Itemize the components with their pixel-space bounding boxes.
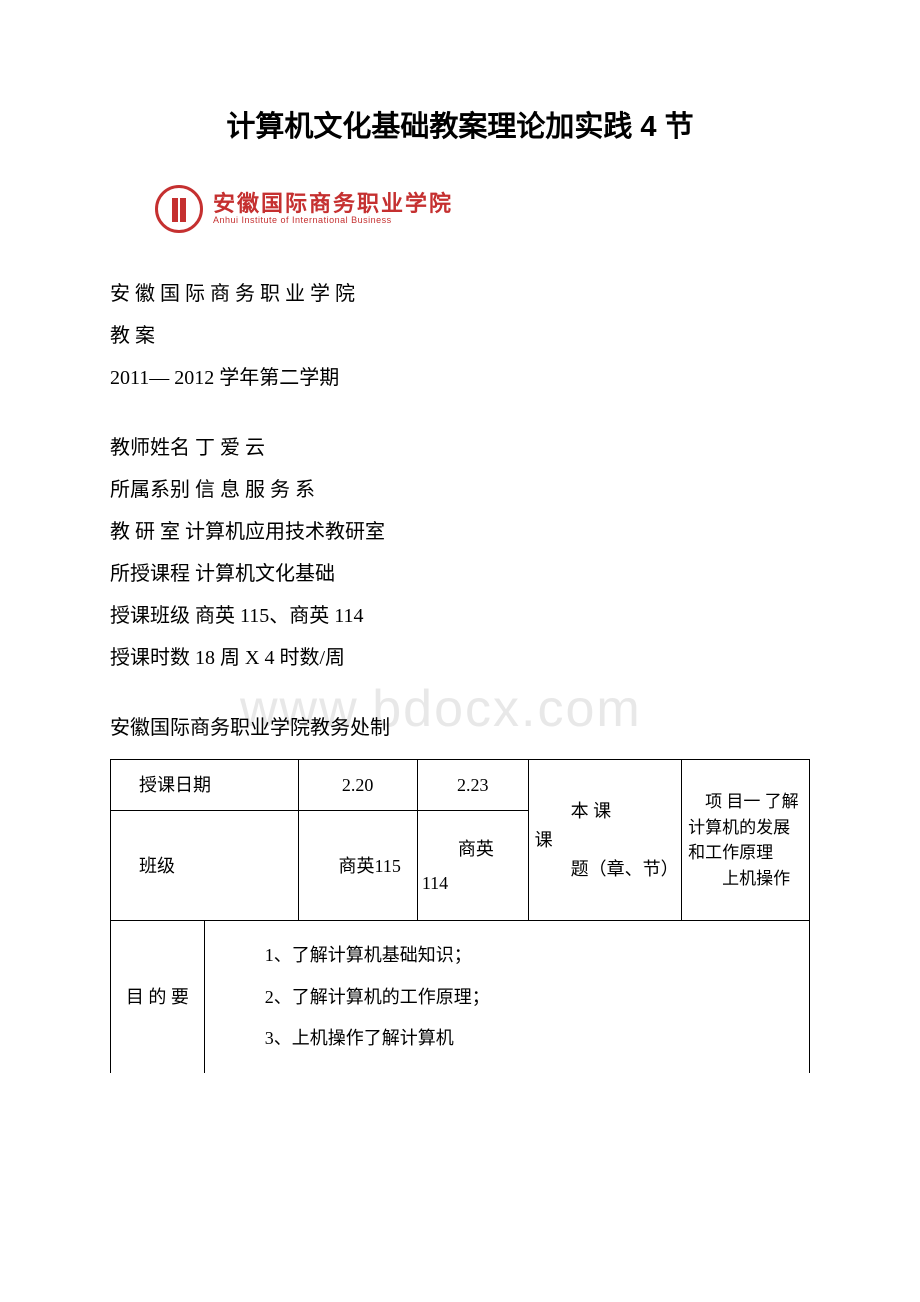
- cell-class-label: 班级: [111, 811, 299, 921]
- cell-objective-content: 1、了解计算机基础知识； 2、了解计算机的工作原理； 3、上机操作了解计算机: [204, 921, 809, 1074]
- logo-text-en: Anhui Institute of International Busines…: [213, 216, 453, 226]
- logo-mark: [155, 185, 203, 233]
- cell-date-label: 授课日期: [111, 760, 299, 811]
- cell-topic-label: 本 课 课 题（章、节）: [528, 760, 681, 921]
- course-row: 所授课程 计算机文化基础: [110, 553, 810, 595]
- teacher-value: 丁 爱 云: [195, 437, 265, 459]
- class-value: 商英 115、商英 114: [195, 605, 364, 627]
- class-row: 授课班级 商英 115、商英 114: [110, 595, 810, 637]
- cell-objective-label: 目 的 要: [111, 921, 205, 1074]
- class-label: 授课班级: [110, 605, 195, 627]
- teacher-label: 教师姓名: [110, 437, 195, 459]
- cell-date-2: 2.23: [417, 760, 528, 811]
- office-row: 教 研 室 计算机应用技术教研室: [110, 511, 810, 553]
- institution-logo: 安徽国际商务职业学院 Anhui Institute of Internatio…: [155, 185, 810, 233]
- term: 2011— 2012 学年第二学期: [110, 357, 810, 399]
- objective-line: 1、了解计算机基础知识；: [229, 935, 785, 976]
- footer-org: 安徽国际商务职业学院教务处制: [110, 707, 810, 749]
- lesson-table: 授课日期 2.20 2.23 本 课 课 题（章、节） 项 目一 了解计算机的发…: [110, 759, 810, 1073]
- hours-label: 授课时数: [110, 647, 195, 669]
- office-label: 教 研 室: [110, 521, 185, 543]
- course-value: 计算机文化基础: [195, 563, 335, 585]
- doc-type: 教 案: [110, 315, 810, 357]
- teacher-row: 教师姓名 丁 爱 云: [110, 427, 810, 469]
- school-name: 安 徽 国 际 商 务 职 业 学 院: [110, 273, 810, 315]
- objective-line: 3、上机操作了解计算机: [229, 1018, 785, 1059]
- cell-class-1: 商英115: [298, 811, 417, 921]
- table-row: 目 的 要 1、了解计算机基础知识； 2、了解计算机的工作原理； 3、上机操作了…: [111, 921, 810, 1074]
- hours-value: 18 周 X 4 时数/周: [195, 647, 345, 669]
- table-row: 授课日期 2.20 2.23 本 课 课 题（章、节） 项 目一 了解计算机的发…: [111, 760, 810, 811]
- dept-value: 信 息 服 务 系: [195, 479, 315, 501]
- dept-label: 所属系别: [110, 479, 195, 501]
- hours-row: 授课时数 18 周 X 4 时数/周: [110, 637, 810, 679]
- logo-text-cn: 安徽国际商务职业学院: [213, 192, 453, 216]
- cell-date-1: 2.20: [298, 760, 417, 811]
- cell-topic-value: 项 目一 了解计算机的发展和工作原理 上机操作: [682, 760, 810, 921]
- dept-row: 所属系别 信 息 服 务 系: [110, 469, 810, 511]
- document-title: 计算机文化基础教案理论加实践 4 节: [110, 100, 810, 155]
- cell-class-2: 商英114: [417, 811, 528, 921]
- objective-line: 2、了解计算机的工作原理；: [229, 977, 785, 1018]
- office-value: 计算机应用技术教研室: [185, 521, 385, 543]
- course-label: 所授课程: [110, 563, 195, 585]
